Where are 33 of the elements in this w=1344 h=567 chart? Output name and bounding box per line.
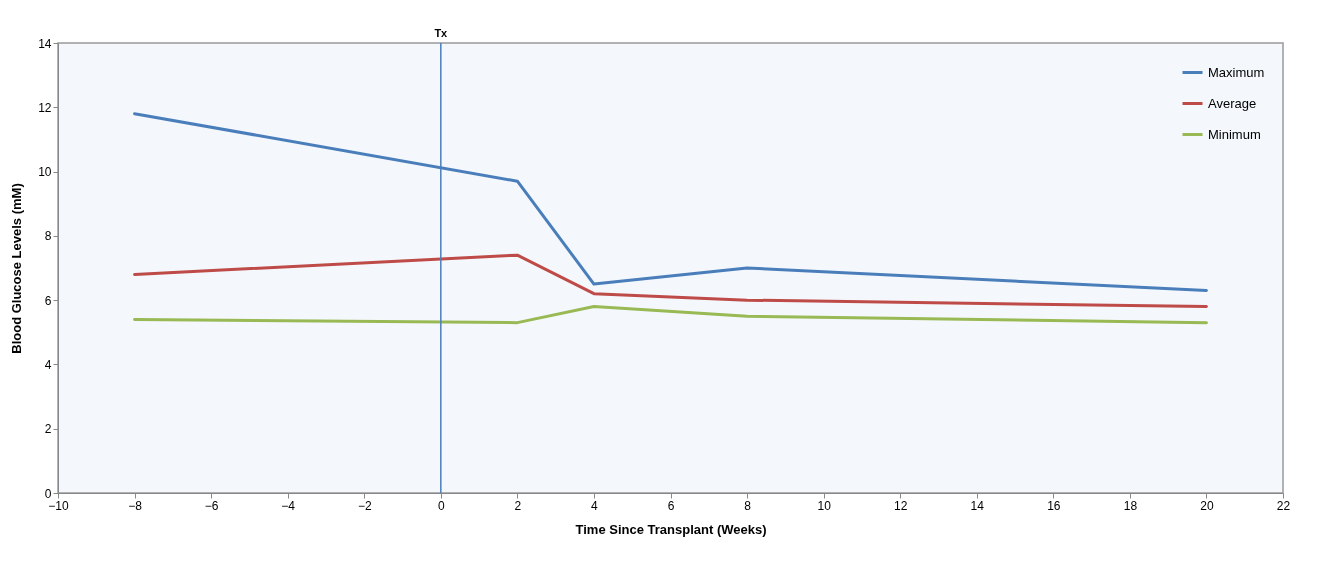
- x-tick-label: 18: [1123, 498, 1138, 513]
- line-series: [133, 253, 1208, 309]
- y-tick-label: 0: [44, 486, 52, 501]
- x-tick-label: 6: [667, 498, 675, 513]
- y-tick-label: 10: [38, 165, 52, 180]
- line-series: [133, 305, 1208, 325]
- x-tick-label: −6: [204, 498, 219, 513]
- x-tick-label: −4: [281, 498, 296, 513]
- x-tick-label: 0: [437, 498, 445, 513]
- x-tick-label: 10: [817, 498, 832, 513]
- y-tick-label: 2: [44, 422, 52, 437]
- y-tick-label: 6: [44, 293, 52, 308]
- y-tick-label: 14: [38, 36, 52, 51]
- x-tick-label: 20: [1200, 498, 1214, 513]
- y-tick-label: 8: [44, 229, 52, 244]
- x-tick-label: −2: [357, 498, 372, 513]
- x-tick-label: −10: [48, 498, 69, 513]
- x-tick-label: −8: [128, 498, 143, 513]
- legend-label: Average: [1208, 95, 1257, 111]
- x-tick-label: 12: [894, 498, 908, 513]
- x-tick-label: 16: [1047, 498, 1061, 513]
- x-tick-label: 8: [744, 498, 752, 513]
- x-axis-title: Time Since Transplant (Weeks): [575, 521, 767, 537]
- x-tick-label: 14: [970, 498, 985, 513]
- y-tick-label: 12: [38, 100, 52, 115]
- ref-line-label: Tx: [434, 27, 449, 39]
- y-axis-title: Blood Glucose Levels (mM): [9, 183, 25, 354]
- x-tick-label: 2: [514, 498, 522, 513]
- legend-label: Maximum: [1208, 64, 1265, 80]
- x-tick-label: 4: [591, 498, 599, 513]
- legend-label: Minimum: [1208, 126, 1261, 142]
- y-tick-label: 4: [44, 357, 52, 372]
- x-tick-label: 22: [1276, 498, 1291, 513]
